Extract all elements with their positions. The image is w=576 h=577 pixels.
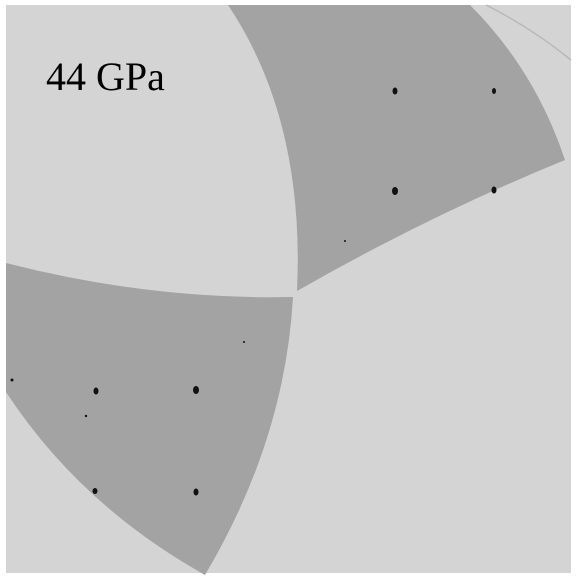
spot [344, 240, 346, 242]
spot [392, 187, 398, 195]
spot [85, 415, 87, 417]
spot [243, 341, 245, 343]
spot [492, 187, 497, 194]
spot [492, 88, 496, 94]
spot [94, 388, 99, 395]
spot [193, 386, 199, 394]
pressure-label: 44 GPa [46, 54, 165, 99]
spot [11, 379, 14, 382]
spot [393, 88, 398, 95]
spot [194, 489, 199, 496]
spot [93, 488, 98, 494]
diffraction-image: 44 GPa [0, 0, 576, 577]
